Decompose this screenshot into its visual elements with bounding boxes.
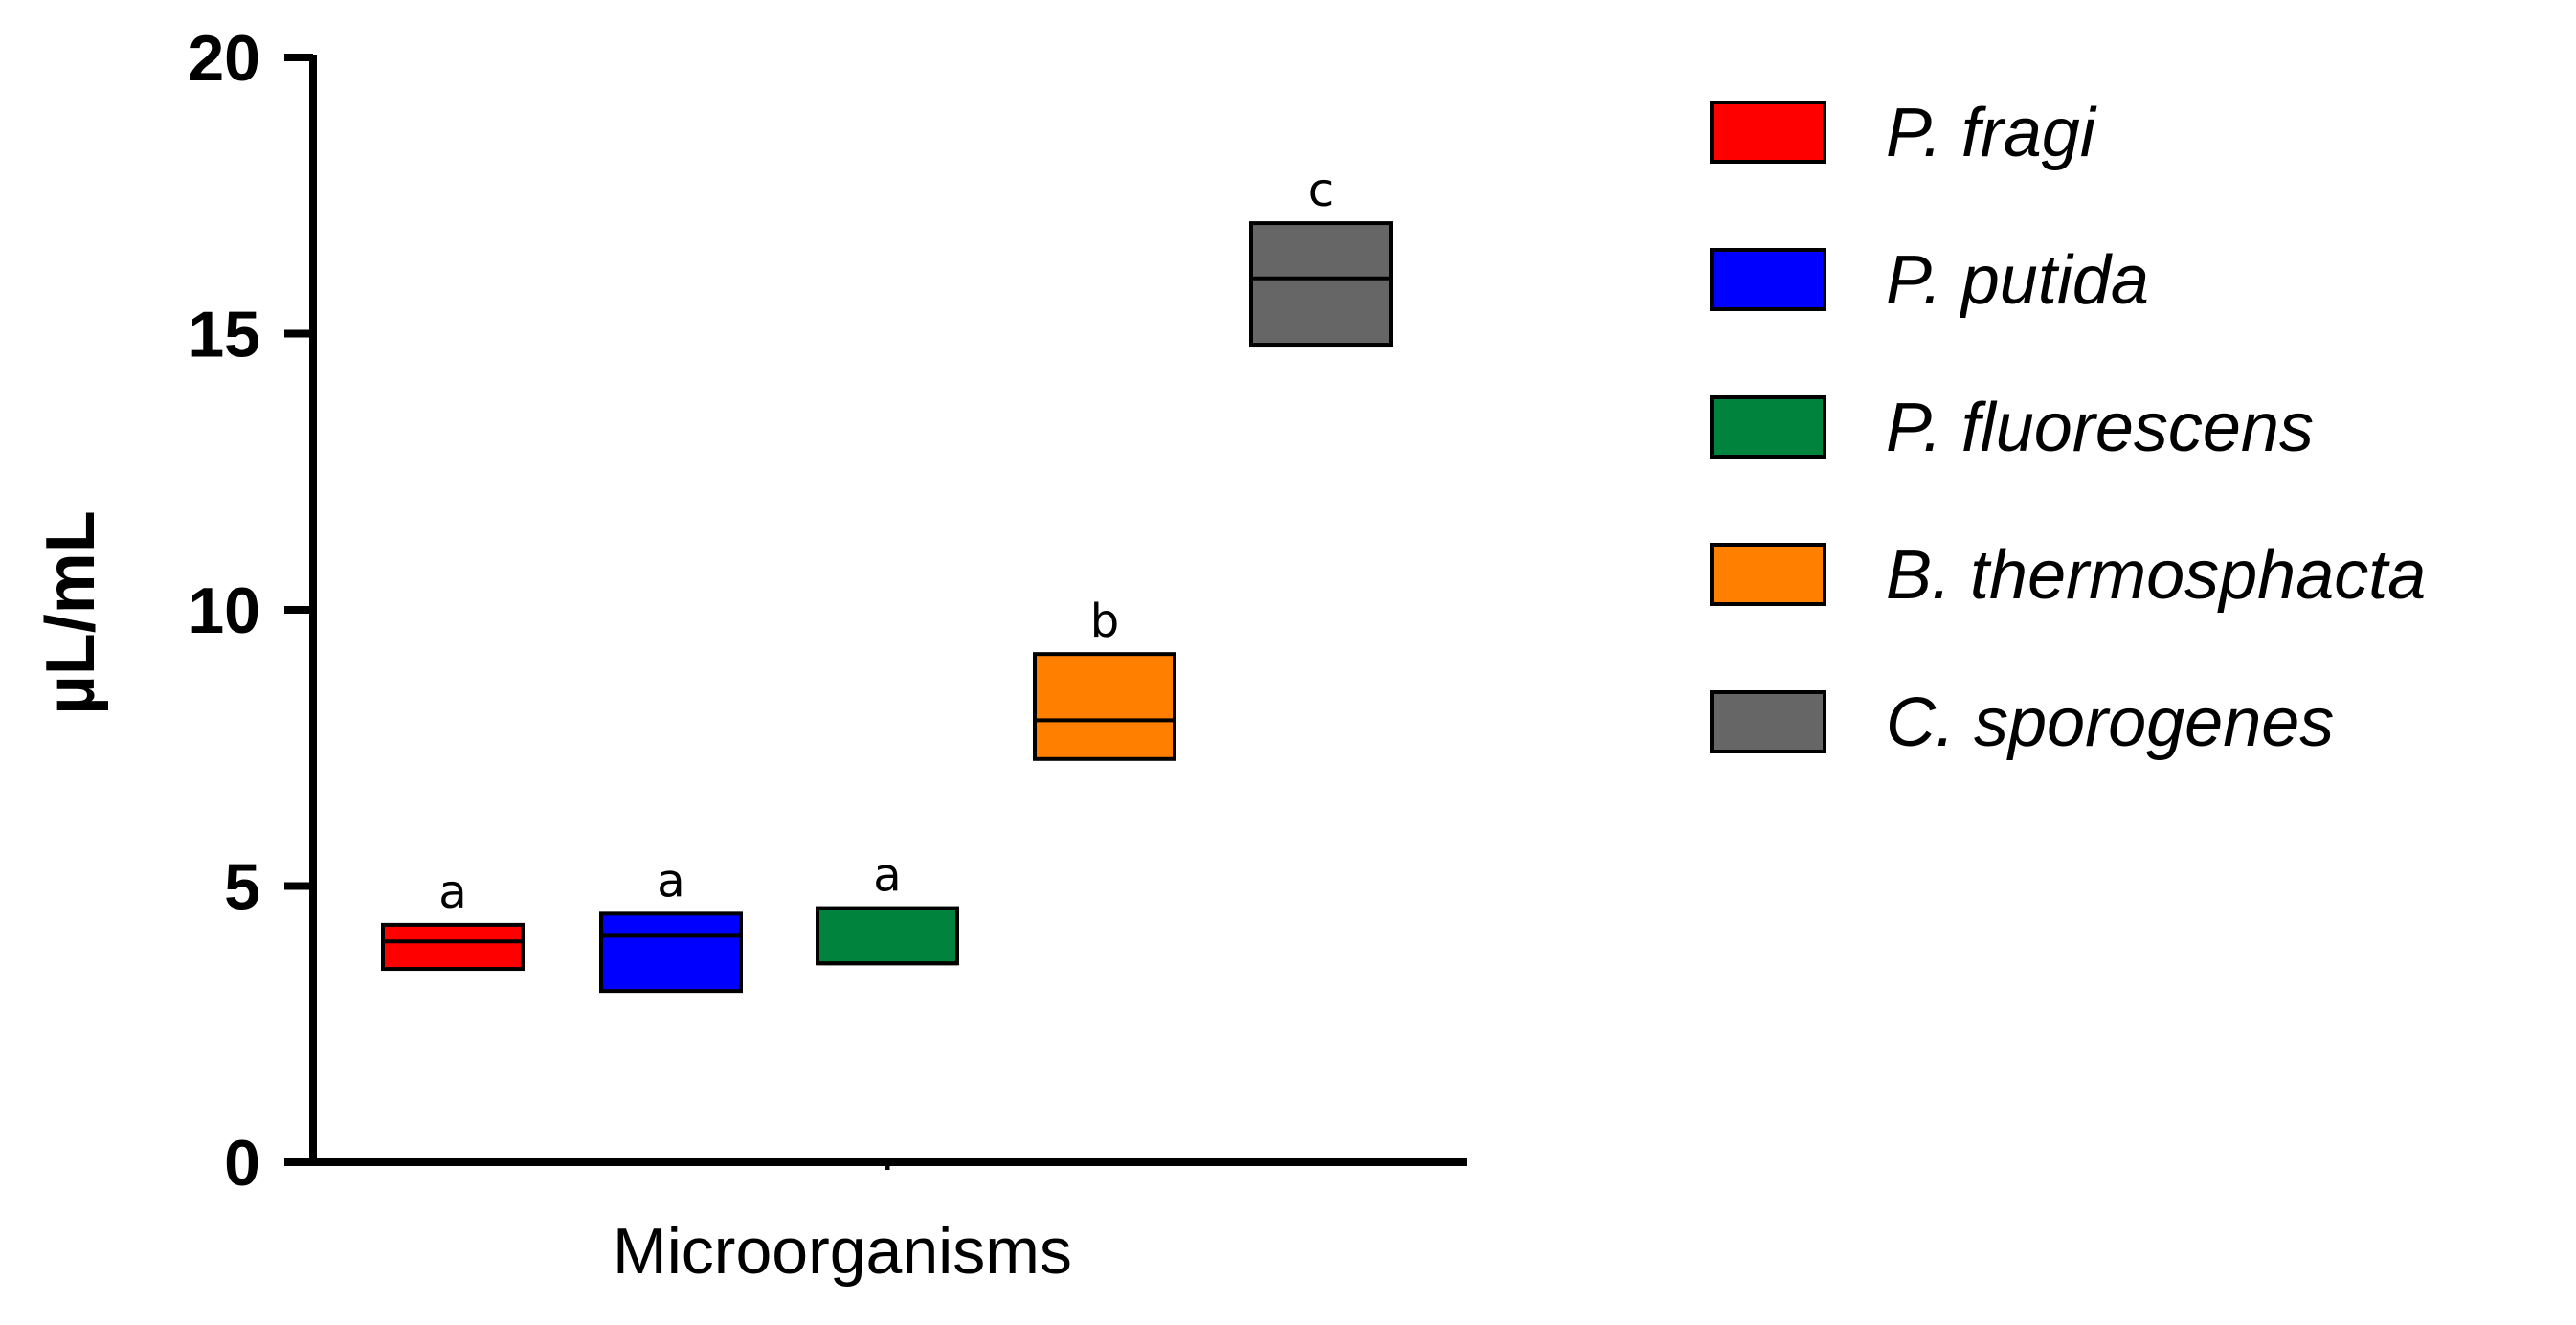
- x-axis-title: Microorganisms: [613, 1215, 1072, 1288]
- legend-swatch: [1710, 395, 1826, 459]
- y-tick-label: 0: [224, 1127, 260, 1200]
- group-label: a: [438, 865, 466, 919]
- y-axis-title: µL/mL: [33, 510, 109, 714]
- legend-swatch: [1710, 543, 1826, 606]
- box-4: [1033, 652, 1176, 761]
- box-3: [816, 906, 959, 966]
- box-2: [599, 911, 743, 994]
- group-label: b: [1090, 595, 1119, 648]
- y-tick-label: 20: [188, 22, 260, 95]
- legend-label: P. fluorescens: [1886, 390, 2314, 466]
- y-axis-ticks: 0 5 10 15 20: [188, 22, 313, 1200]
- legend-swatch: [1710, 101, 1826, 164]
- legend-label: P. fragi: [1886, 95, 2097, 171]
- group-label: c: [1309, 164, 1333, 217]
- legend-label: C. sporogenes: [1886, 685, 2334, 761]
- box-1: [381, 922, 525, 972]
- legend: P. fragi P. putida P. fluorescens B. thermo…: [1710, 95, 2426, 761]
- y-tick-label: 5: [224, 851, 260, 924]
- y-tick-label: 15: [188, 299, 260, 371]
- box-5: [1249, 221, 1393, 348]
- boxes: a a a b c: [381, 164, 1393, 994]
- legend-swatch: [1710, 690, 1826, 753]
- legend-label: P. putida: [1886, 242, 2149, 319]
- legend-label: B. thermosphacta: [1886, 537, 2426, 614]
- y-tick-label: 10: [188, 574, 260, 647]
- legend-swatch: [1710, 248, 1826, 311]
- group-label: a: [657, 854, 684, 908]
- group-label: a: [873, 849, 901, 903]
